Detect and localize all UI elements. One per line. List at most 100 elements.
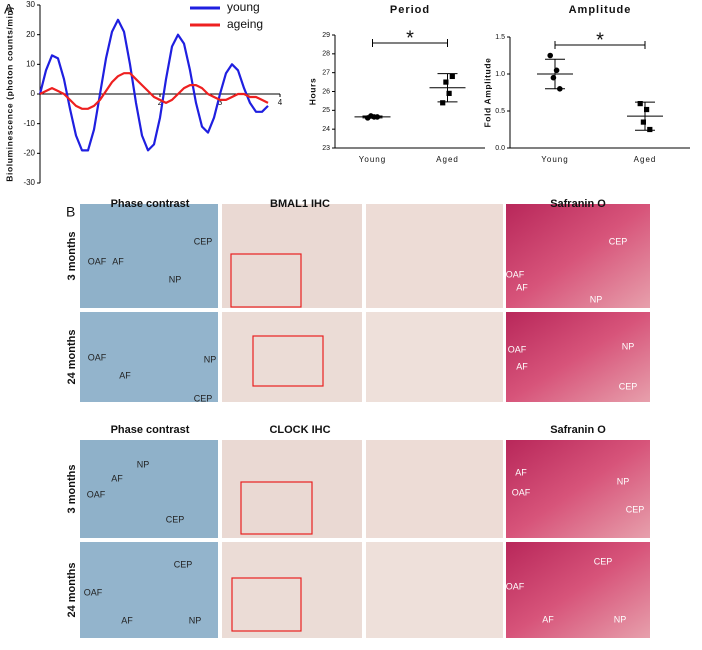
image-annotation: OAF [508, 344, 527, 354]
column-header: Safranin O [550, 198, 606, 210]
y-tick-label: 0.0 [495, 145, 505, 152]
column-header: CLOCK IHC [269, 424, 330, 436]
point [374, 114, 381, 120]
zoom-box [240, 481, 313, 535]
column-header: Safranin O [550, 424, 606, 436]
image-annotation: AF [121, 615, 133, 625]
point [440, 100, 446, 106]
micrograph [366, 312, 503, 402]
image-annotation: OAF [506, 581, 525, 591]
row-label: 3 months [66, 465, 78, 514]
micrograph [366, 542, 503, 638]
image-annotation: AF [515, 467, 527, 477]
point [553, 67, 560, 74]
y-tick-label: 26 [322, 88, 330, 95]
chart-title: Period [390, 4, 430, 16]
micrograph [80, 204, 218, 308]
image-annotation: CEP [626, 504, 645, 514]
column-header: BMAL1 IHC [270, 198, 330, 210]
point [449, 73, 455, 80]
micrograph [222, 542, 362, 638]
micrograph [222, 312, 362, 402]
y-tick-label: 30 [26, 0, 35, 9]
image-annotation: CEP [194, 393, 213, 403]
micrograph [222, 440, 362, 538]
micrograph [366, 204, 503, 308]
point [647, 126, 653, 133]
image-grid [80, 204, 650, 638]
image-annotation: CEP [594, 556, 613, 566]
y-tick-label: 1.0 [495, 71, 505, 78]
y-tick-label: 25 [322, 107, 330, 114]
y-tick-label: 1.5 [495, 34, 505, 41]
y-tick-label: 20 [26, 30, 35, 39]
image-annotation: OAF [87, 489, 106, 499]
series-line [39, 72, 269, 110]
significance-label: * [406, 27, 414, 49]
point [644, 106, 650, 113]
image-annotation: CEP [166, 514, 185, 524]
y-tick-label: -30 [23, 178, 35, 187]
series-line [38, 18, 269, 152]
point [557, 86, 563, 92]
legend-label: young [227, 0, 260, 14]
point [640, 119, 646, 125]
x-tick-label: 4 [278, 98, 283, 107]
image-annotation: CEP [174, 559, 193, 569]
zoom-box [252, 335, 324, 387]
y-axis-label: Hours [307, 78, 317, 106]
image-annotation: NP [614, 614, 627, 624]
significance-label: * [596, 29, 604, 51]
y-tick-label: -20 [23, 148, 35, 157]
point [547, 52, 553, 59]
image-annotation: NP [622, 341, 635, 351]
x-tick-label: Young [541, 155, 568, 164]
micrograph [506, 440, 650, 538]
x-tick-label: 3 [218, 98, 223, 107]
y-tick-label: 27 [322, 70, 330, 77]
micrograph [80, 440, 218, 538]
row-label: 3 months [66, 232, 78, 281]
legend-label: ageing [227, 17, 263, 31]
micrograph [80, 542, 218, 638]
column-header: Phase contrast [111, 424, 190, 436]
point [446, 90, 452, 96]
zoom-box [230, 253, 302, 308]
point [443, 79, 449, 85]
micrograph [366, 440, 503, 538]
image-annotation: OAF [88, 352, 107, 362]
image-annotation: CEP [609, 236, 628, 246]
image-annotation: AF [516, 361, 528, 371]
y-tick-label: 23 [322, 145, 330, 152]
x-tick-label: Aged [634, 155, 657, 164]
y-axis-label: Fold Amplitude [482, 58, 492, 128]
panel-label: B [66, 204, 75, 220]
micrograph [506, 312, 650, 402]
image-annotation: NP [137, 459, 150, 469]
y-tick-label: 29 [322, 32, 330, 39]
x-tick-label: Young [359, 155, 386, 164]
image-annotation: CEP [194, 236, 213, 246]
micrograph [222, 204, 362, 308]
y-tick-label: 24 [322, 126, 330, 133]
image-annotation: AF [119, 370, 131, 380]
x-tick-label: Aged [436, 155, 459, 164]
micrograph [506, 542, 650, 638]
y-tick-label: 28 [322, 51, 330, 58]
image-annotation: OAF [84, 587, 103, 597]
chart-title: Amplitude [569, 4, 632, 16]
image-annotation: AF [112, 256, 124, 266]
y-tick-label: 10 [26, 59, 35, 68]
image-annotation: NP [617, 476, 630, 486]
image-annotation: NP [189, 615, 202, 625]
image-annotation: OAF [88, 256, 107, 266]
micrograph [506, 204, 650, 308]
y-axis-label: Bioluminescence (photon counts/min) [4, 6, 14, 181]
image-annotation: NP [590, 294, 603, 304]
image-annotation: AF [516, 282, 528, 292]
y-tick-label: 0 [31, 89, 36, 98]
image-annotation: AF [111, 473, 123, 483]
panel-label: A [4, 1, 14, 17]
